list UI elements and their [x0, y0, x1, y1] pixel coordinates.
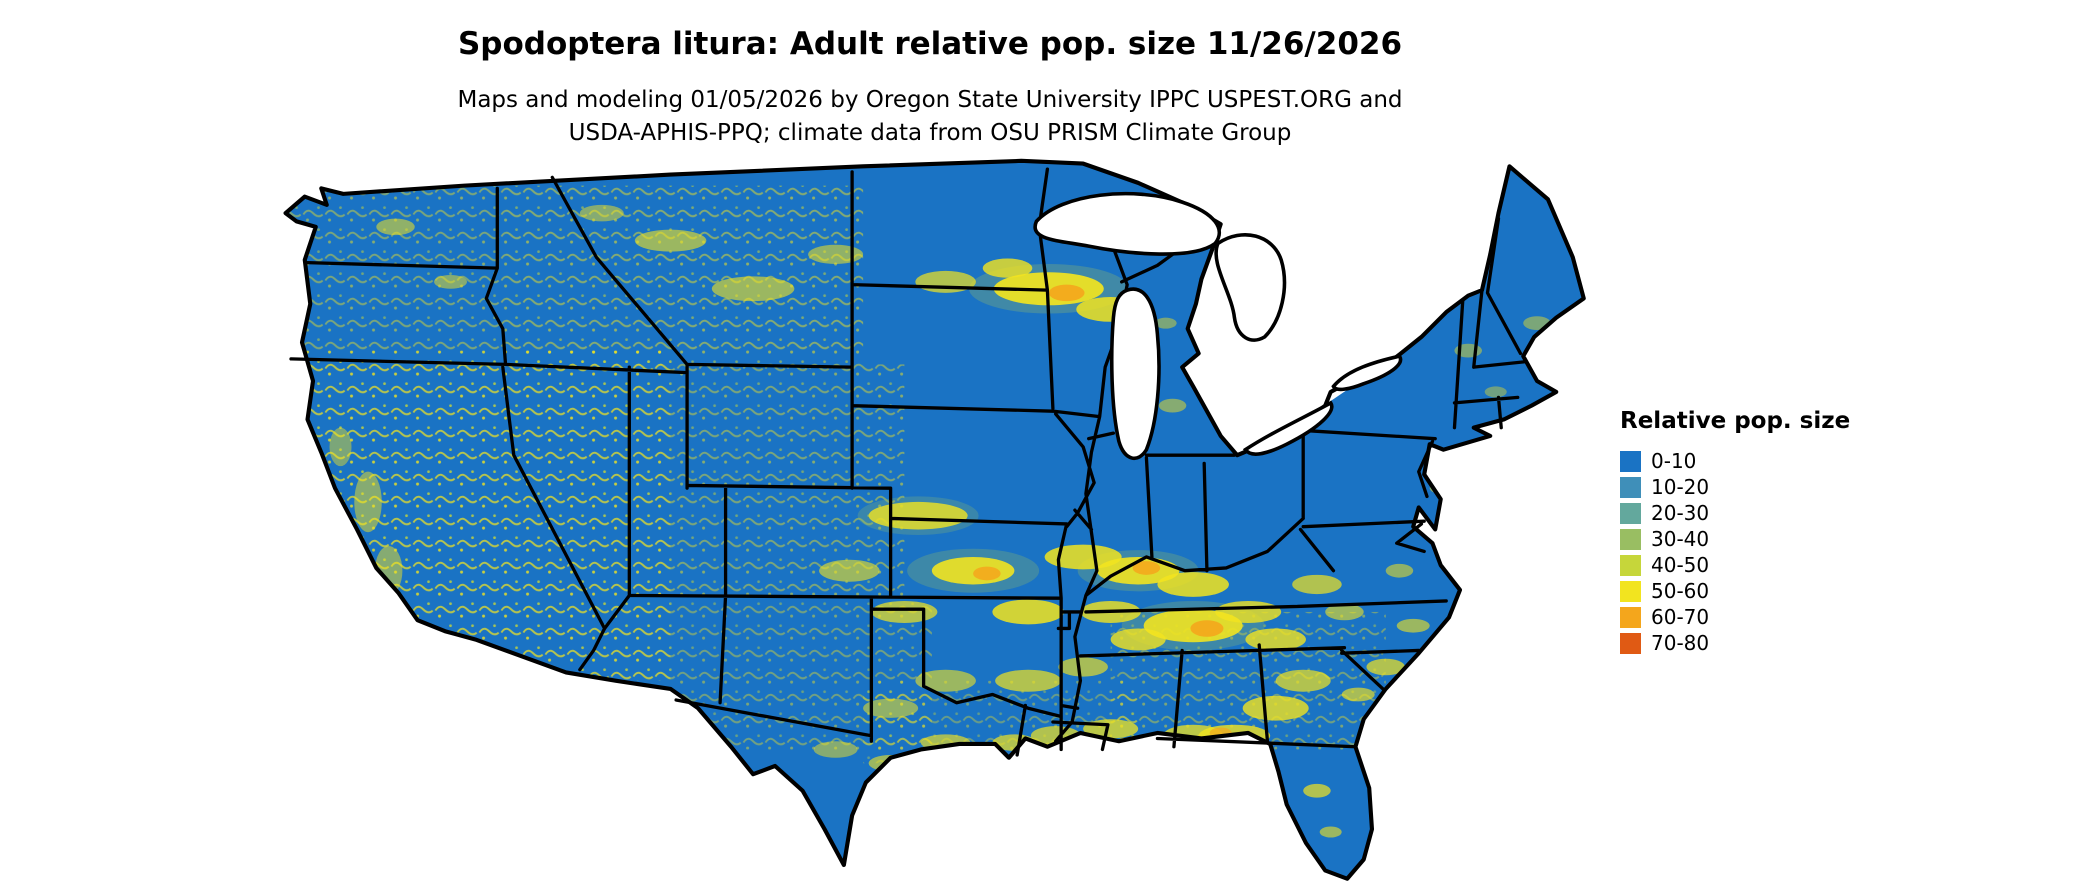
legend-swatch-0-10 — [1620, 450, 1641, 472]
legend-row: 0-10 — [1620, 448, 1920, 474]
subtitle-line-1: Maps and modeling 01/05/2026 by Oregon S… — [457, 87, 1403, 113]
legend-swatch-30-40 — [1620, 528, 1641, 550]
legend-swatch-40-50 — [1620, 554, 1641, 576]
legend-swatch-50-60 — [1620, 580, 1641, 602]
lake-ontario — [1331, 354, 1403, 392]
legend-label-40-50: 40-50 — [1651, 553, 1710, 577]
lake-superior — [1033, 191, 1222, 256]
us-population-map — [258, 158, 1592, 892]
subtitle-line-2: USDA-APHIS-PPQ; climate data from OSU PR… — [568, 120, 1292, 146]
legend-swatch-60-70 — [1620, 606, 1641, 628]
us-outline — [283, 158, 1586, 881]
legend-swatch-20-30 — [1620, 502, 1641, 524]
legend-swatch-70-80 — [1620, 632, 1641, 654]
legend-label-50-60: 50-60 — [1651, 579, 1710, 603]
ontario-canada-wedge — [1228, 320, 1397, 453]
legend-label-60-70: 60-70 — [1651, 605, 1710, 629]
legend-row: 30-40 — [1620, 526, 1920, 552]
legend-title: Relative pop. size — [1620, 408, 1851, 434]
legend-label-0-10: 0-10 — [1651, 449, 1697, 473]
lake-erie — [1242, 400, 1334, 456]
legend-label-20-30: 20-30 — [1651, 501, 1710, 525]
legend-label-10-20: 10-20 — [1651, 475, 1710, 499]
state-borders — [289, 167, 1528, 757]
legend: Relative pop. size 0-10 10-20 20-30 30-4… — [1620, 408, 1920, 656]
map-subtitle: Maps and modeling 01/05/2026 by Oregon S… — [0, 84, 1860, 150]
population-hotspot-layer — [285, 185, 1551, 852]
legend-row: 50-60 — [1620, 578, 1920, 604]
legend-swatch-10-20 — [1620, 476, 1641, 498]
conus-map-svg — [283, 158, 1586, 881]
legend-row: 60-70 — [1620, 604, 1920, 630]
legend-row: 70-80 — [1620, 630, 1920, 656]
lake-michigan — [1109, 287, 1161, 460]
map-title: Spodoptera litura: Adult relative pop. s… — [457, 26, 1403, 62]
legend-row: 10-20 — [1620, 474, 1920, 500]
legend-label-70-80: 70-80 — [1651, 631, 1710, 655]
lake-huron — [1214, 233, 1287, 342]
legend-row: 40-50 — [1620, 552, 1920, 578]
legend-label-30-40: 30-40 — [1651, 527, 1710, 551]
legend-row: 20-30 — [1620, 500, 1920, 526]
